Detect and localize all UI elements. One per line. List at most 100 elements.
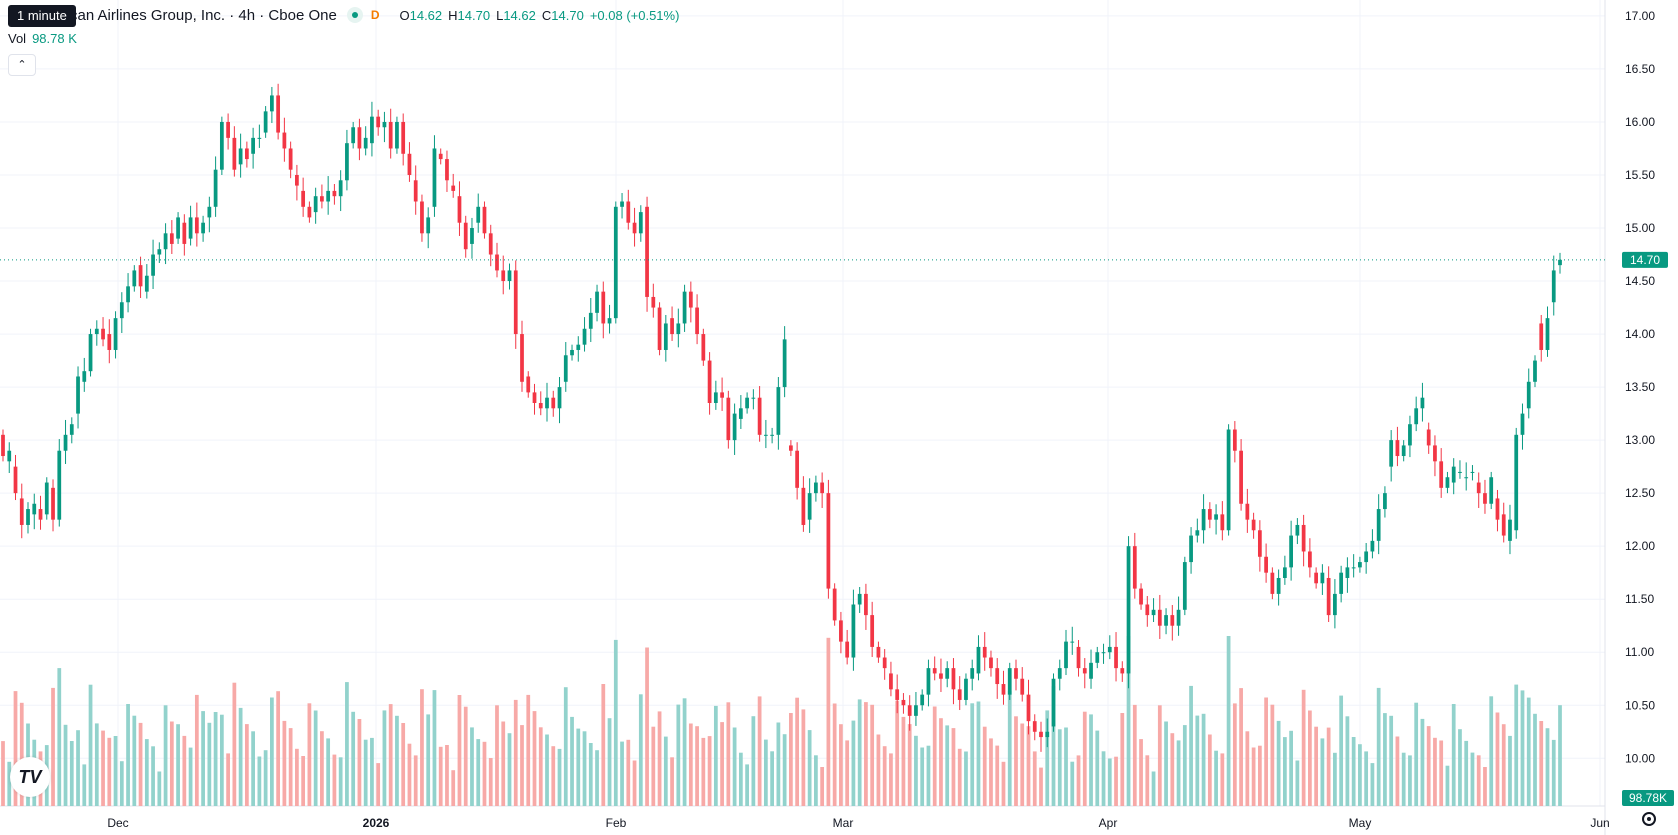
volume-bar xyxy=(638,694,643,806)
candle-body xyxy=(538,403,543,409)
candle-body xyxy=(1526,381,1531,409)
volume-bar xyxy=(1001,761,1006,806)
collapse-legend-button[interactable]: ⌃ xyxy=(8,54,36,76)
volume-bar xyxy=(663,736,668,806)
candle-body xyxy=(1533,360,1537,382)
tradingview-logo-icon[interactable]: TV xyxy=(10,757,50,797)
candle-body xyxy=(976,646,981,674)
candle-body xyxy=(563,355,568,382)
volume-bar xyxy=(326,738,331,806)
volume-bar xyxy=(345,682,349,806)
volume-bar xyxy=(964,751,968,806)
candle-body xyxy=(1232,429,1237,451)
volume-bar xyxy=(157,771,162,806)
volume-bar xyxy=(445,745,449,806)
volume-bar xyxy=(820,767,825,806)
symbol-title[interactable]: can Airlines Group, Inc. · 4h · Cboe One xyxy=(70,6,337,24)
candle-body xyxy=(1451,466,1456,483)
volume-bar xyxy=(188,747,193,806)
candle-body xyxy=(163,233,168,250)
candle-body xyxy=(763,434,768,436)
candle-body xyxy=(1157,609,1162,626)
candle-body xyxy=(1345,567,1350,578)
candle-body xyxy=(732,413,737,441)
volume-bar xyxy=(1089,714,1093,806)
volume-bar xyxy=(1245,731,1250,806)
candle-body xyxy=(507,270,512,282)
volume-bar xyxy=(1420,718,1425,806)
settings-icon[interactable] xyxy=(1642,812,1656,826)
candle-body xyxy=(1014,668,1018,679)
candle-body xyxy=(914,705,918,716)
candle-body xyxy=(845,641,850,658)
volume-bar xyxy=(1070,761,1075,806)
volume-bar xyxy=(1076,755,1081,806)
candle-body xyxy=(520,334,524,382)
volume-bar xyxy=(169,721,174,806)
candle-body xyxy=(576,344,581,350)
volume-bar xyxy=(576,728,581,806)
candle-body xyxy=(638,212,643,234)
volume-bar xyxy=(63,724,68,806)
volume-bar xyxy=(657,711,662,806)
volume-bar xyxy=(1126,636,1131,806)
market-status-icon[interactable] xyxy=(346,7,363,23)
volume-bar xyxy=(670,757,674,806)
candle-body xyxy=(257,137,262,139)
candle-body xyxy=(7,450,12,462)
volume-bar xyxy=(1458,729,1462,806)
candle-body xyxy=(451,185,456,191)
candle-body xyxy=(413,180,418,202)
volume-bar xyxy=(676,704,681,806)
candle-body xyxy=(107,334,112,350)
candle-body xyxy=(1245,503,1250,520)
delay-badge[interactable]: D xyxy=(370,8,380,22)
candle-body xyxy=(851,604,856,658)
candle-body xyxy=(1333,593,1337,616)
candle-body xyxy=(1495,498,1500,520)
candle-body xyxy=(707,360,712,403)
volume-bar xyxy=(451,770,456,806)
candle-body xyxy=(1039,731,1043,738)
candle-body xyxy=(1251,519,1256,531)
volume-bar xyxy=(163,705,168,806)
candle-body xyxy=(1089,662,1093,679)
volume-legend[interactable]: Vol 98.78 K xyxy=(8,31,77,46)
price-tick-label: 10.50 xyxy=(1625,698,1655,712)
volume-bar xyxy=(320,731,324,806)
candle-body xyxy=(945,668,950,679)
candle-body xyxy=(1376,509,1381,541)
volume-bar xyxy=(545,734,549,806)
candle-body xyxy=(488,233,493,255)
candle-body xyxy=(1489,477,1494,504)
volume-bar xyxy=(88,684,93,806)
high-label: H xyxy=(448,7,458,23)
candle-body xyxy=(463,222,468,250)
candle-body xyxy=(244,148,249,160)
volume-bar xyxy=(776,722,781,806)
time-tick-label: May xyxy=(1349,816,1372,830)
volume-bar xyxy=(732,727,737,806)
candle-body xyxy=(1145,604,1150,616)
volume-bar xyxy=(1214,750,1218,806)
volume-bar xyxy=(920,747,925,806)
volume-bar xyxy=(1301,689,1306,806)
candle-body xyxy=(545,397,549,409)
volume-bar xyxy=(1057,729,1062,806)
candle-body xyxy=(789,445,793,451)
candle-body xyxy=(1508,519,1512,541)
open-value: 14.62 xyxy=(409,7,443,23)
candle-body xyxy=(1189,535,1193,563)
candle-body xyxy=(76,376,80,414)
candle-body xyxy=(88,334,93,372)
volume-bar xyxy=(970,703,975,806)
candle-body xyxy=(1314,572,1319,584)
candle-body xyxy=(1195,530,1200,536)
candle-body xyxy=(970,668,975,679)
volume-bar xyxy=(82,764,87,806)
volume-bar xyxy=(1132,704,1137,806)
volume-bar xyxy=(407,743,412,806)
volume-bar xyxy=(738,752,743,806)
candle-body xyxy=(695,307,699,335)
